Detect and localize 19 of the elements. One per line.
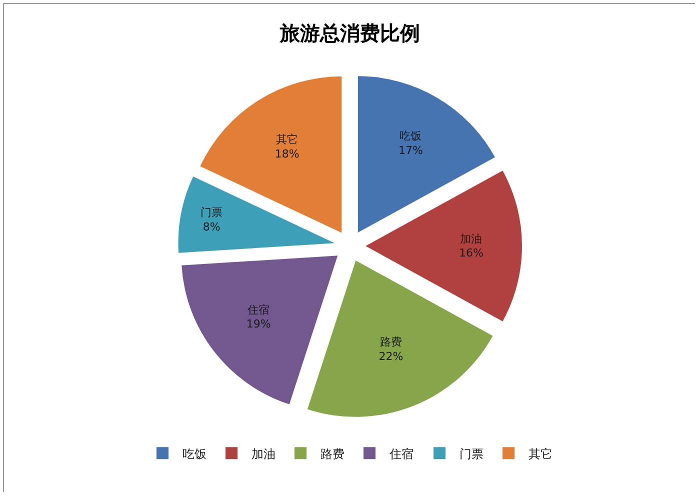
chart-title: 旅游总消费比例 xyxy=(279,22,420,46)
slice-label: 住宿 xyxy=(248,303,270,316)
legend-label: 吃饭 xyxy=(182,446,206,461)
legend-label: 门票 xyxy=(460,446,484,461)
legend-label: 路费 xyxy=(320,446,344,461)
slice-label: 门票 xyxy=(200,206,223,219)
legend-label: 其它 xyxy=(528,446,552,461)
legend-label: 加油 xyxy=(252,446,276,461)
legend-label: 住宿 xyxy=(388,446,414,461)
data-label: 19% xyxy=(246,318,271,331)
slice-label: 其它 xyxy=(276,133,298,146)
data-label: 17% xyxy=(398,144,423,158)
data-label: 22% xyxy=(378,350,404,363)
data-label: 8% xyxy=(202,220,220,234)
slice-label: 吃饭 xyxy=(400,130,422,143)
data-label: 16% xyxy=(458,246,484,260)
slice-label: 路费 xyxy=(380,336,402,349)
data-label: 18% xyxy=(274,147,300,160)
slice-label: 加油 xyxy=(460,232,482,246)
